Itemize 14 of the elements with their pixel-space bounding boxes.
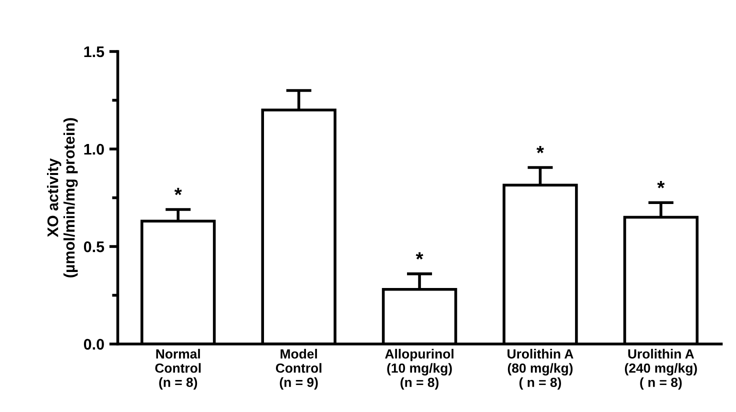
y-tick-label: 1.0 [84,144,104,155]
x-tick-label: Allopurinol (10 mg/kg) (n = 8) [385,348,454,390]
x-tick-label: Urolithin A (80 mg/kg) ( n = 8) [508,348,574,390]
annotation: * [416,252,424,260]
annotation: * [657,181,665,188]
annotation: * [536,146,544,154]
x-tick-label: Urolithin A (240 mg/kg) ( n = 8) [624,348,697,390]
y-tick-label: 0.5 [84,241,104,252]
annotation: * [174,188,182,196]
x-tick-label: Normal Control (n = 8) [155,348,201,390]
y-tick-label: 1.5 [84,46,104,58]
y-tick-label: 0.0 [84,338,104,350]
y-axis-title: XO activity (µmol/min/mg protein) [47,118,78,278]
x-tick-label: Model Control (n = 9) [276,348,322,390]
